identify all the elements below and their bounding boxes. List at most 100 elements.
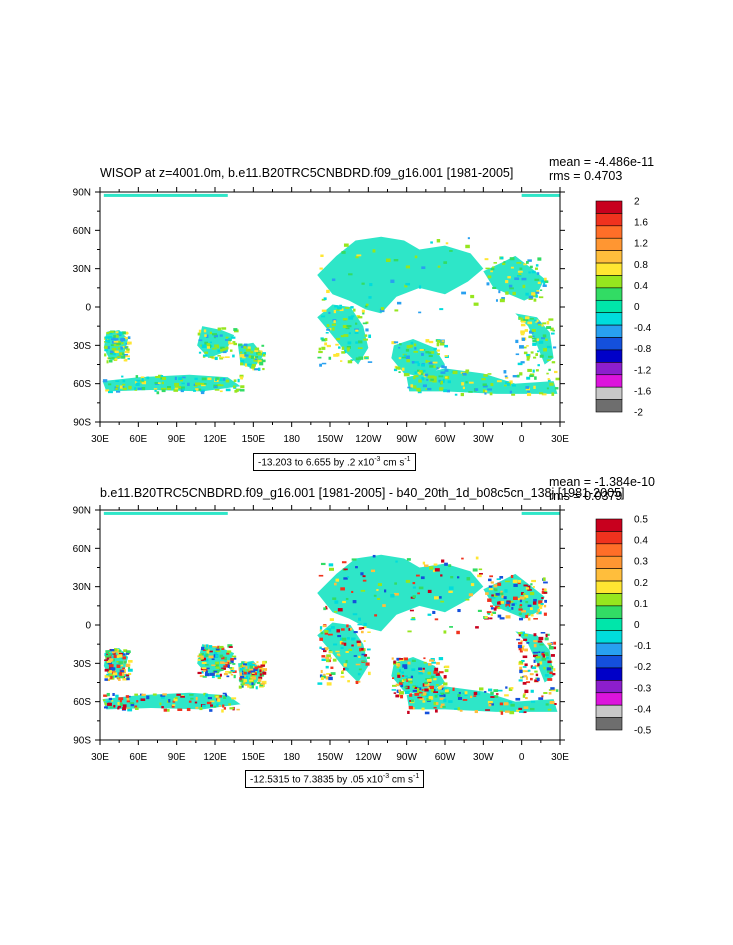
field-cell [106, 331, 110, 335]
field-cell [512, 602, 517, 605]
field-cell [411, 361, 415, 364]
field-cell [515, 339, 519, 344]
field-cell [526, 355, 530, 360]
field-cell [174, 696, 178, 699]
field-cell [122, 387, 127, 391]
field-cell [454, 708, 458, 710]
field-cell [118, 654, 123, 658]
field-cell [422, 700, 426, 703]
field-cell [259, 361, 264, 366]
field-cell [521, 320, 526, 323]
field-cell [180, 386, 185, 390]
field-cell [334, 610, 338, 613]
field-cell [126, 707, 130, 710]
field-cell [444, 562, 448, 566]
x-tick-label: 0 [519, 434, 525, 445]
field-cell [242, 356, 246, 359]
field-cell [221, 656, 225, 660]
field-cell [116, 660, 120, 663]
field-cell [437, 693, 442, 696]
field-cell [448, 564, 452, 568]
field-cell [531, 270, 536, 274]
field-cell [338, 346, 341, 349]
field-cell [431, 661, 436, 664]
field-cell [325, 665, 329, 669]
field-cell [524, 689, 529, 694]
field-cell [525, 600, 529, 604]
field-cell [370, 569, 376, 573]
field-cell [120, 657, 124, 660]
field-cell [488, 588, 493, 591]
field-cell [479, 687, 484, 691]
field-cell [106, 651, 109, 654]
field-cell [340, 360, 343, 362]
field-cell [195, 696, 198, 701]
field-cell [418, 667, 422, 671]
field-cell [119, 699, 122, 703]
field-cell [317, 682, 323, 685]
field-region [102, 692, 241, 710]
field-cell [109, 706, 113, 709]
field-cell [493, 262, 497, 264]
field-cell [433, 691, 439, 694]
field-cell [428, 696, 433, 700]
field-cell [260, 682, 265, 685]
field-cell [528, 271, 531, 274]
field-cell [260, 664, 266, 667]
field-cell [418, 372, 421, 375]
field-cell [517, 270, 523, 273]
field-cell [499, 617, 505, 620]
field-cell [160, 694, 166, 697]
x-tick-label: 90E [168, 752, 186, 763]
colorbar-label: -0.2 [634, 662, 652, 673]
field-cell [528, 298, 533, 300]
field-cell [417, 696, 423, 699]
field-cell [393, 592, 399, 596]
field-cell [443, 630, 447, 634]
field-cell [428, 354, 433, 358]
field-cell [333, 320, 336, 323]
field-cell [501, 297, 505, 301]
field-cell [439, 308, 444, 311]
field-cell [433, 706, 437, 709]
field-cell [326, 682, 332, 686]
field-cell [134, 707, 139, 710]
field-cell [221, 709, 224, 713]
field-cell [541, 597, 544, 600]
field-cell [503, 370, 507, 374]
field-cell [396, 666, 400, 669]
field-cell [201, 661, 207, 665]
field-cell [549, 382, 554, 386]
field-cell [526, 358, 530, 361]
field-cell [193, 389, 196, 392]
field-cell [208, 655, 214, 659]
colorbar-box [595, 262, 623, 276]
field-cell [534, 664, 539, 668]
field-cell [343, 350, 347, 354]
field-cell [111, 669, 116, 673]
field-cell [522, 284, 526, 289]
field-cell [229, 707, 234, 710]
colorbar-box [595, 667, 623, 681]
field-cell [262, 367, 265, 371]
field-cell [548, 646, 554, 650]
field-cell [102, 699, 106, 702]
field-cell [490, 696, 495, 698]
field-cell [449, 626, 454, 628]
field-cell [473, 302, 479, 306]
field-cell [198, 388, 202, 391]
field-cell [350, 306, 354, 309]
field-cell [242, 664, 246, 667]
field-cell [355, 566, 358, 569]
field-cell [326, 654, 331, 658]
colorbar-label: -1.6 [634, 386, 652, 397]
field-cell [161, 381, 164, 385]
field-cell [342, 318, 348, 321]
field-cell [328, 311, 331, 314]
field-cell [511, 606, 514, 610]
field-cell [406, 345, 411, 349]
panel-1-title: WISOP at z=4001.0m, b.e11.B20TRC5CNBDRD.… [100, 166, 514, 180]
field-cell [444, 369, 449, 372]
field-cell [326, 328, 331, 331]
field-cell [390, 279, 395, 283]
